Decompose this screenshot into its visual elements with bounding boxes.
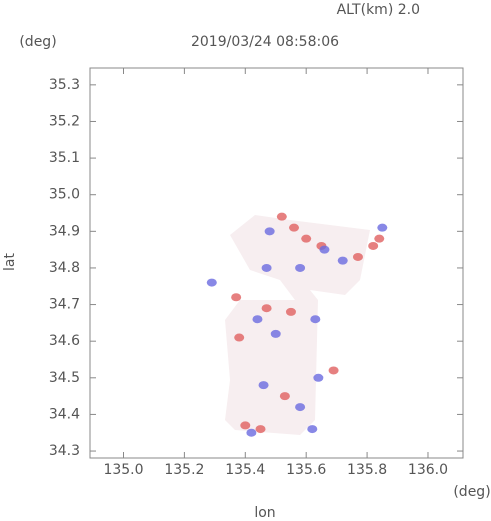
y-tick-label: 35.0 [49, 187, 80, 203]
plot-frame [89, 67, 464, 459]
echo-point [328, 366, 339, 375]
x-tick-label: 135.0 [103, 462, 143, 478]
y-axis-label: lat [2, 253, 18, 271]
y-unit: (deg) [19, 34, 56, 50]
y-tick-label: 34.8 [49, 260, 80, 276]
y-tick-label: 34.5 [49, 370, 80, 386]
x-tick-label: 136.0 [408, 462, 448, 478]
echo-point [301, 234, 312, 243]
echo-region [225, 215, 370, 435]
echo-point [234, 333, 245, 342]
echo-point [313, 373, 324, 382]
echo-point [368, 241, 379, 250]
y-tick-label: 35.2 [49, 113, 80, 129]
chart-title: 2019/03/24 08:58:06 [191, 34, 339, 50]
echo-point [276, 212, 287, 221]
echo-point [258, 381, 269, 390]
echo-point [270, 329, 281, 338]
echo-point [206, 278, 217, 287]
y-tick-label: 35.1 [49, 150, 80, 166]
echo-point [352, 252, 363, 261]
x-tick-label: 135.4 [225, 462, 265, 478]
echo-point [231, 293, 242, 302]
echo-point [285, 307, 296, 316]
x-unit: (deg) [453, 484, 490, 500]
y-tick-label: 34.9 [49, 223, 80, 239]
y-tick-label: 34.3 [49, 443, 80, 459]
y-tick-label: 34.7 [49, 297, 80, 313]
echo-point [374, 234, 385, 243]
echo-point [289, 223, 300, 232]
echo-point [252, 315, 263, 324]
echo-point [240, 421, 251, 430]
echo-point [264, 227, 275, 236]
echo-point [261, 263, 272, 272]
x-tick-label: 135.6 [286, 462, 326, 478]
echo-point [337, 256, 348, 265]
echo-point [310, 315, 321, 324]
echo-point [255, 425, 266, 434]
echo-point [246, 428, 257, 437]
y-tick-label: 34.4 [49, 406, 80, 422]
x-axis-label: lon [254, 505, 275, 521]
echo-point [295, 263, 306, 272]
echo-point [295, 403, 306, 412]
echo-point [261, 304, 272, 313]
y-tick-label: 35.3 [49, 77, 80, 93]
echo-point [319, 245, 330, 254]
echo-point [307, 425, 318, 434]
echo-point [279, 392, 290, 401]
x-tick-label: 135.8 [347, 462, 387, 478]
y-tick-label: 34.6 [49, 333, 80, 349]
altitude-label: ALT(km) 2.0 [337, 2, 420, 18]
echo-point [377, 223, 388, 232]
x-tick-label: 135.2 [164, 462, 204, 478]
